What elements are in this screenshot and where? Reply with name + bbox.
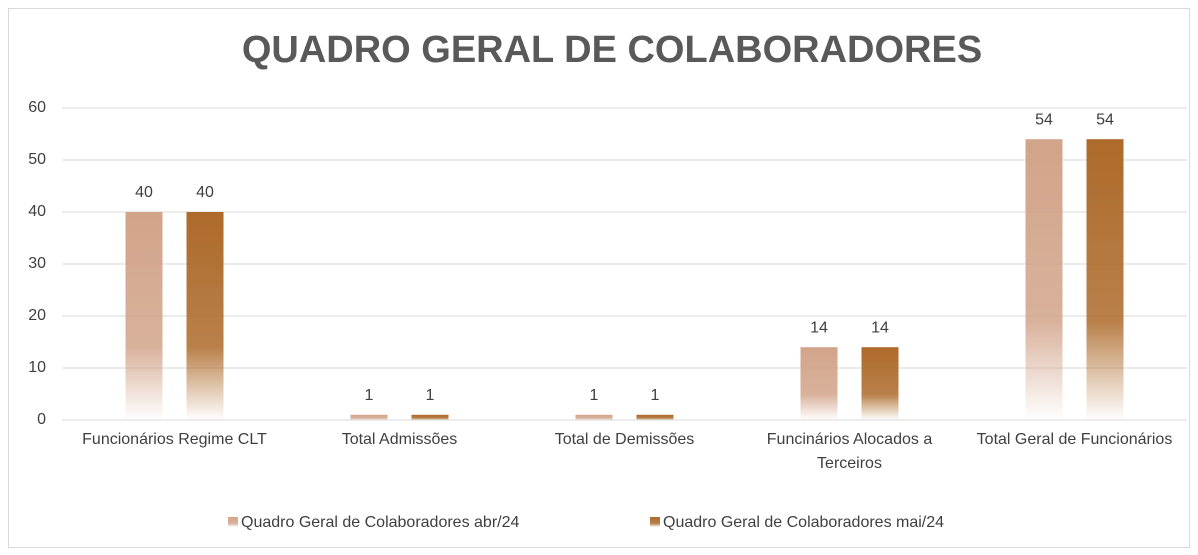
data-label: 14 bbox=[810, 319, 828, 336]
data-label: 1 bbox=[590, 387, 599, 404]
bar bbox=[1025, 139, 1063, 420]
x-tick-label: Total de Demissões bbox=[554, 431, 695, 448]
y-tick-label: 50 bbox=[28, 151, 46, 168]
data-label: 54 bbox=[1096, 111, 1114, 128]
legend-label: Quadro Geral de Colaboradores mai/24 bbox=[663, 514, 944, 531]
y-tick-label: 10 bbox=[28, 359, 46, 376]
bar bbox=[350, 414, 388, 420]
data-label: 1 bbox=[651, 387, 660, 404]
y-tick-label: 20 bbox=[28, 307, 46, 324]
legend-swatch bbox=[228, 517, 238, 527]
bar bbox=[636, 414, 674, 420]
data-label: 40 bbox=[135, 184, 153, 201]
x-tick-label: Total Admissões bbox=[341, 431, 458, 448]
legend-swatch bbox=[650, 517, 660, 527]
bar bbox=[861, 347, 899, 420]
data-label: 1 bbox=[426, 387, 435, 404]
bar bbox=[800, 347, 838, 420]
data-label: 54 bbox=[1035, 111, 1053, 128]
x-tick-label: Funcionários Regime CLT bbox=[82, 431, 267, 448]
y-tick-label: 0 bbox=[37, 411, 46, 428]
chart-title: QUADRO GERAL DE COLABORADORES bbox=[242, 29, 982, 71]
x-tick-label: Funcinários Alocados a Terceiros bbox=[766, 431, 933, 472]
bar bbox=[411, 414, 449, 420]
bar bbox=[125, 212, 163, 420]
x-tick-label: Total Geral de Funcionários bbox=[976, 431, 1173, 448]
data-label: 40 bbox=[196, 184, 214, 201]
data-label: 1 bbox=[365, 387, 374, 404]
bar bbox=[575, 414, 613, 420]
bar bbox=[186, 212, 224, 420]
y-tick-label: 30 bbox=[28, 255, 46, 272]
y-tick-label: 60 bbox=[28, 99, 46, 116]
y-tick-label: 40 bbox=[28, 203, 46, 220]
bar bbox=[1086, 139, 1124, 420]
data-label: 14 bbox=[871, 319, 889, 336]
legend-label: Quadro Geral de Colaboradores abr/24 bbox=[241, 514, 519, 531]
